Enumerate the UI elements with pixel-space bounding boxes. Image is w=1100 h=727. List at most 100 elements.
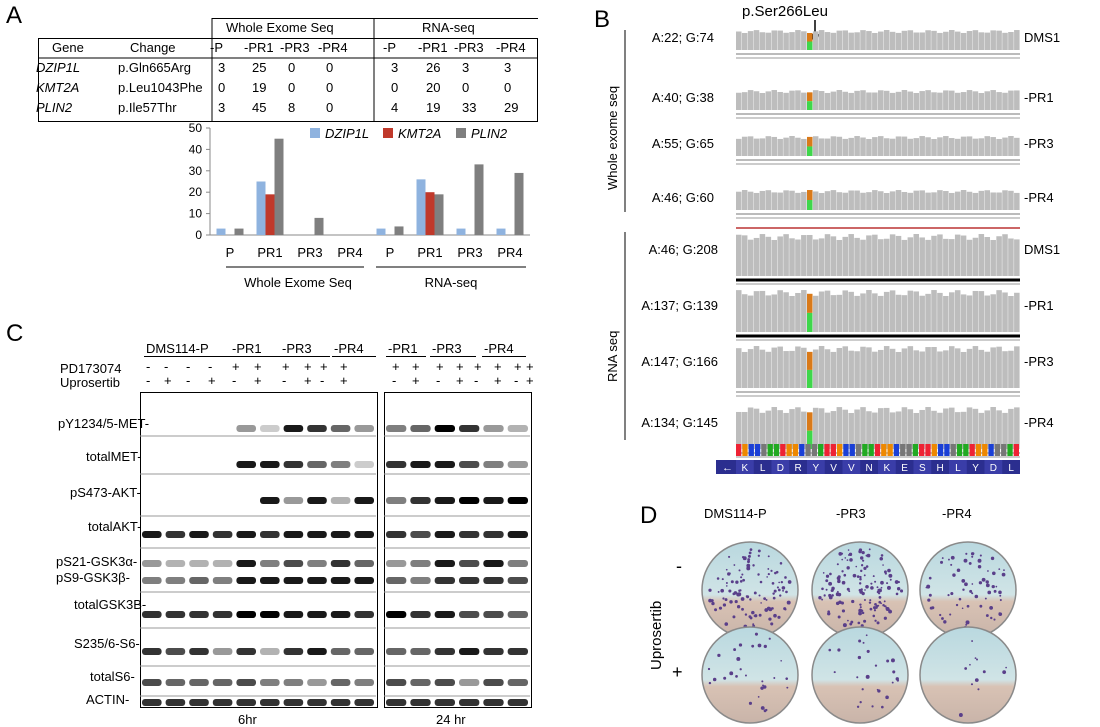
base-color	[925, 444, 931, 456]
colony-dot	[749, 548, 753, 551]
colony-dot	[733, 564, 736, 566]
colony-dot	[859, 575, 862, 579]
colony-dot	[711, 601, 715, 606]
coverage-bar	[836, 136, 843, 156]
colony-dot	[965, 552, 968, 555]
colony-dot	[860, 609, 864, 612]
coverage-bar	[801, 138, 807, 156]
band	[507, 560, 528, 567]
base-color	[988, 444, 994, 456]
coverage-bar	[747, 239, 754, 276]
coverage-bar	[872, 293, 878, 332]
colony-dot	[732, 615, 736, 619]
band	[189, 611, 209, 618]
coverage-bar	[937, 292, 943, 332]
band	[434, 577, 455, 584]
colony-dot	[857, 655, 862, 660]
x-tick-label: P	[386, 245, 395, 260]
coverage-bar	[812, 90, 819, 110]
base-color	[799, 444, 805, 456]
coverage-bar	[866, 192, 872, 210]
y-tick-label: 50	[189, 121, 203, 135]
track-sample: -PR4	[1024, 190, 1054, 205]
coverage-bar	[937, 351, 943, 388]
blot-label: totalAKT-	[88, 519, 142, 534]
colony-dot	[831, 594, 834, 597]
band	[459, 679, 480, 686]
colony-dot	[971, 583, 974, 585]
coverage-bar	[925, 293, 931, 332]
coverage-bar	[978, 291, 985, 332]
track-sample: -PR1	[1024, 90, 1054, 105]
table-cell: 3	[218, 60, 226, 75]
band	[483, 461, 504, 468]
coverage-bar	[960, 351, 967, 388]
coverage-bar	[848, 137, 854, 156]
colony-dot	[889, 578, 892, 581]
colony-dot	[880, 580, 884, 585]
colony-dot	[992, 571, 996, 576]
coverage-bar	[919, 409, 925, 449]
coverage-bar	[741, 92, 748, 110]
colony-dot	[725, 568, 728, 571]
base-color	[874, 444, 881, 456]
band	[410, 497, 431, 504]
coverage-bar	[818, 30, 825, 50]
band	[212, 577, 233, 584]
colony-dot	[887, 568, 891, 573]
table-col-header: -PR1	[418, 40, 448, 55]
coverage-bar	[848, 291, 854, 332]
colony-dot	[746, 563, 751, 568]
band	[354, 699, 374, 706]
coverage-bar	[741, 411, 748, 449]
colony-dot	[729, 671, 734, 676]
coverage-bar	[812, 31, 819, 50]
band	[330, 577, 351, 584]
colony-dot	[828, 581, 833, 586]
blot-group-label: -PR4	[484, 341, 514, 356]
colony-dot	[872, 575, 875, 578]
time-label-6hr: 6hr	[238, 712, 257, 727]
coverage-bar	[818, 192, 825, 210]
coverage-bar	[990, 192, 996, 210]
coverage-bar	[789, 238, 795, 276]
colony-dot	[782, 589, 784, 592]
band	[283, 425, 304, 432]
band	[386, 425, 407, 432]
coverage-bar	[824, 92, 831, 110]
colony-dot	[786, 686, 789, 689]
band	[410, 531, 431, 538]
coverage-bar	[771, 294, 778, 332]
coverage-bar	[753, 30, 760, 50]
base-color	[994, 444, 1001, 456]
colony-dot	[1001, 572, 1006, 577]
track-counts: A:55; G:65	[652, 136, 714, 151]
rna-label: RNA seq	[605, 331, 620, 382]
aa-letter: L	[760, 463, 766, 474]
snp-bar	[807, 430, 813, 449]
band	[434, 679, 455, 686]
colony-dot	[776, 586, 780, 589]
coverage-bar	[907, 346, 914, 388]
coverage-bar	[913, 138, 920, 156]
colony-dot	[863, 566, 867, 570]
band	[330, 611, 351, 618]
bar	[216, 228, 226, 235]
coverage-bar	[889, 92, 896, 110]
colony-dot	[850, 620, 854, 624]
coverage-bar	[866, 235, 872, 276]
bar	[314, 217, 324, 235]
coverage-bar	[753, 408, 760, 449]
colony-dot	[891, 681, 894, 684]
colony-dot	[831, 586, 835, 591]
coverage-bar	[824, 290, 831, 332]
coverage-bar	[990, 239, 996, 276]
coverage-bar	[848, 190, 854, 210]
coverage-bar	[854, 32, 860, 50]
coverage-bar	[931, 290, 937, 332]
coverage-bar	[925, 90, 931, 110]
band	[165, 531, 186, 538]
colony-dot	[777, 588, 781, 592]
coverage-bar	[878, 136, 884, 156]
colony-dot	[878, 588, 882, 593]
